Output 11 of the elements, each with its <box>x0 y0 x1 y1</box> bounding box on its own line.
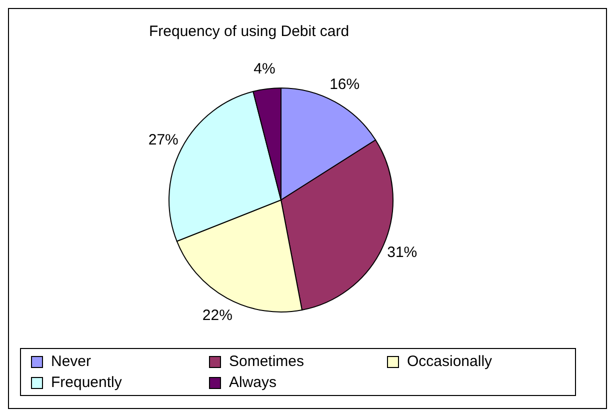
legend-label: Sometimes <box>229 353 304 370</box>
data-label: 16% <box>330 76 360 93</box>
legend-label: Occasionally <box>407 353 492 370</box>
data-label: 27% <box>148 132 178 149</box>
chart-title: Frequency of using Debit card <box>148 22 350 42</box>
data-label: 22% <box>202 307 232 324</box>
data-label: 31% <box>387 244 418 261</box>
legend-label: Frequently <box>51 374 122 391</box>
legend-label: Always <box>229 374 277 391</box>
legend-label: Never <box>51 353 92 370</box>
data-label: 4% <box>254 60 276 78</box>
